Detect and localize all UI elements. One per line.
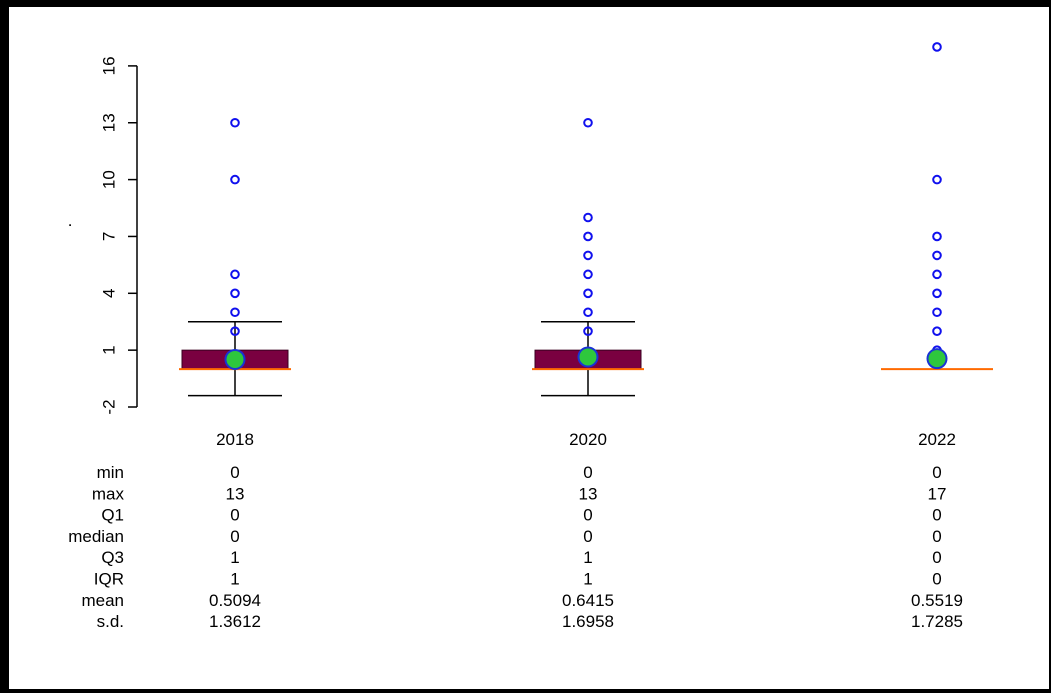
group-label: 2018 [216,430,254,449]
y-tick-label: -2 [100,399,119,414]
outlier-point [932,250,942,261]
stats-cell: 1.3612 [209,612,261,631]
group-label: 2020 [569,430,607,449]
outlier-point [932,326,942,337]
outlier-point [583,212,593,223]
chart-panel: -2 1 4 7 10 13 16. 2018 2020 2022 min 0 0 0 max 13 13 17 Q… [9,7,1049,689]
outlier-point [230,269,240,280]
stats-cell: 0 [583,527,592,546]
outlier-point [230,174,240,185]
stats-row-label: IQR [94,570,124,589]
outlier-point [583,307,593,318]
stats-cell: 1 [583,570,592,589]
outlier-point [932,269,942,280]
outlier-point [230,117,240,128]
stats-cell: 0 [932,548,941,567]
group-label: 2022 [918,430,956,449]
y-tick-label: 13 [100,113,119,132]
y-tick-label: 7 [100,232,119,241]
stats-row-label: min [97,463,124,482]
stats-row-label: s.d. [97,612,124,631]
outlier-point [230,288,240,299]
y-tick-label: 1 [100,345,119,354]
mean-marker [224,348,246,370]
outlier-point [230,307,240,318]
y-tick-label: 16 [100,56,119,75]
stats-row-label: Q1 [101,506,124,525]
stats-row-label: median [68,527,124,546]
outlier-point [583,288,593,299]
outlier-point [932,307,942,318]
stats-cell: 17 [928,484,947,503]
stats-cell: 0.6415 [562,591,614,610]
stats-cell: 0 [583,506,592,525]
outlier-point [932,174,942,185]
stats-cell: 0 [230,506,239,525]
stats-cell: 0 [932,570,941,589]
stats-cell: 0 [932,527,941,546]
stats-cell: 0 [230,527,239,546]
outlier-point [583,326,593,337]
stats-cell: 1.6958 [562,612,614,631]
outlier-point [932,231,942,242]
stats-cell: 0.5519 [911,591,963,610]
y-axis-label: . [56,223,75,228]
stats-cell: 13 [579,484,598,503]
mean-marker [926,348,948,370]
stats-row-label: mean [81,591,124,610]
stats-row-label: Q3 [101,548,124,567]
stats-cell: 1.7285 [911,612,963,631]
outlier-point [932,42,942,52]
stats-cell: 0 [583,463,592,482]
stats-row-label: max [92,484,125,503]
stats-cell: 1 [230,570,239,589]
outlier-point [583,117,593,128]
outlier-point [932,288,942,299]
stats-cell: 1 [230,548,239,567]
outlier-point [583,231,593,242]
stats-cell: 0 [230,463,239,482]
stats-cell: 0 [932,506,941,525]
stats-cell: 0 [932,463,941,482]
outlier-point [583,250,593,261]
stats-cell: 0.5094 [209,591,261,610]
stats-cell: 13 [226,484,245,503]
y-tick-label: 4 [100,289,119,298]
outlier-point [583,269,593,280]
stats-cell: 1 [583,548,592,567]
outlier-point [230,326,240,337]
y-tick-label: 10 [100,170,119,189]
mean-marker [577,346,599,368]
